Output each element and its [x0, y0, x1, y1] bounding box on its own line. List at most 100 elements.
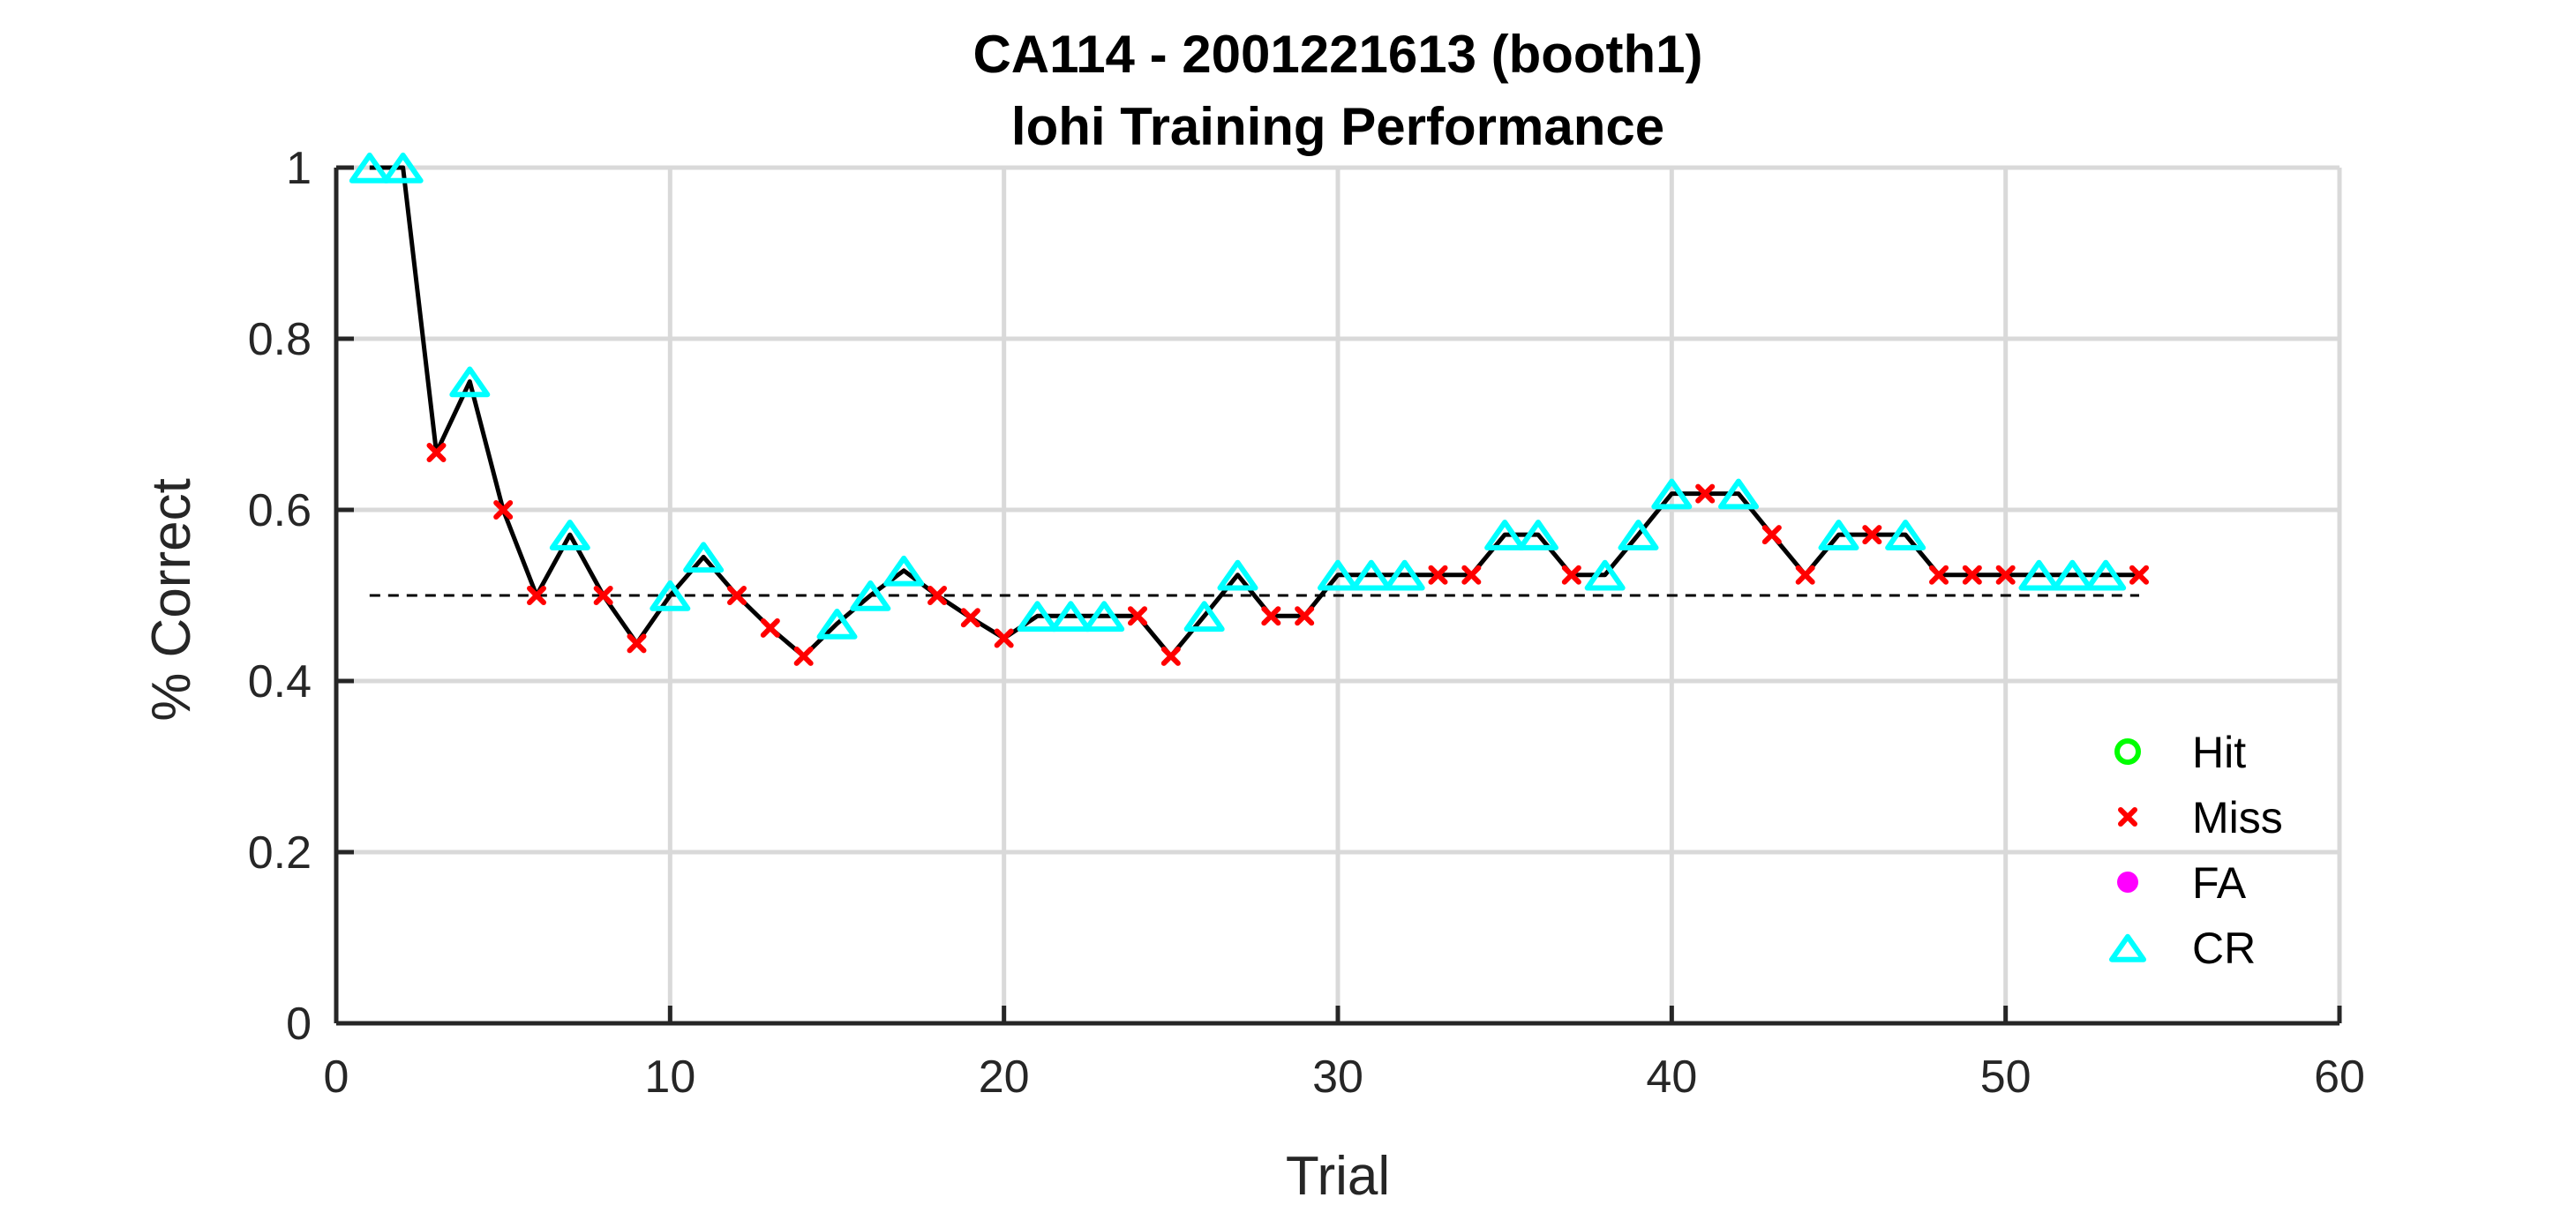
cr-marker — [883, 555, 925, 587]
cr-marker — [816, 609, 858, 640]
cr-marker — [1651, 478, 1693, 510]
miss-marker — [493, 500, 514, 520]
legend-hit-icon — [2114, 738, 2141, 765]
x-tick-label: 50 — [1980, 1052, 2032, 1103]
miss-stroke — [1929, 565, 1949, 585]
miss-marker — [1761, 525, 1782, 545]
miss-stroke — [760, 617, 780, 638]
cr-marker — [2052, 559, 2093, 591]
miss-marker — [1128, 606, 1147, 626]
y-axis-label: % Correct — [141, 478, 202, 722]
miss-marker — [1795, 565, 1815, 585]
miss-stroke — [493, 500, 514, 520]
miss-stroke — [1862, 525, 1882, 545]
cr-marker — [1050, 601, 1092, 632]
legend-cr-icon — [2109, 933, 2146, 962]
plot-axes — [334, 165, 2342, 1026]
miss-stroke — [627, 633, 647, 654]
cr-marker — [1384, 559, 1425, 591]
miss-stroke — [1295, 606, 1315, 626]
cr-marker — [1518, 520, 1558, 550]
cr-marker — [349, 153, 390, 183]
miss-marker — [426, 443, 447, 463]
miss-marker — [1995, 565, 2016, 585]
x-tick-label: 30 — [1312, 1052, 1363, 1103]
cr-marker — [1885, 520, 1926, 550]
miss-stroke — [1962, 565, 1982, 585]
x-tick-label: 10 — [644, 1052, 695, 1103]
miss-marker — [1428, 565, 1448, 585]
miss-marker — [727, 586, 747, 605]
y-tick-label: 0.8 — [248, 314, 312, 365]
legend-label: FA — [2192, 858, 2247, 908]
miss-stroke — [1795, 565, 1815, 585]
miss-stroke — [1261, 606, 1281, 626]
miss-marker — [1962, 565, 1982, 585]
cr-marker — [1618, 520, 1659, 550]
cr-marker — [2085, 559, 2127, 591]
legend: Hit Miss FA CR — [2109, 728, 2283, 973]
legend-label: Miss — [2192, 793, 2283, 842]
miss-stroke — [793, 646, 814, 666]
cr-marker — [850, 580, 891, 611]
tick-labels: 0 10 20 30 40 50 60 0 0.2 0.4 0.6 0.8 1 — [248, 143, 2365, 1103]
miss-marker — [1695, 483, 1716, 504]
miss-marker — [960, 608, 980, 628]
miss-stroke — [1995, 565, 2016, 585]
legend-label: CR — [2192, 924, 2256, 973]
x-tick-label: 20 — [979, 1052, 1030, 1103]
y-tick-label: 0.2 — [248, 827, 312, 879]
miss-stroke — [994, 628, 1014, 648]
miss-marker — [994, 628, 1014, 648]
miss-marker — [793, 646, 814, 666]
cr-marker — [2018, 559, 2060, 591]
miss-marker — [2129, 565, 2149, 585]
cr-marker — [1017, 601, 1058, 632]
miss-stroke — [1561, 565, 1581, 585]
cr-marker — [1350, 559, 1392, 591]
miss-stroke — [1428, 565, 1448, 585]
y-tick-label: 0.6 — [248, 485, 312, 536]
miss-stroke — [2129, 565, 2149, 585]
miss-stroke — [593, 586, 613, 605]
y-tick-label: 1 — [286, 143, 312, 194]
chart-subtitle: lohi Training Performance — [1011, 97, 1664, 156]
y-tick-label: 0.4 — [248, 656, 312, 707]
cr-marker — [382, 153, 424, 183]
miss-marker — [1461, 565, 1482, 585]
x-tick-label: 60 — [2314, 1052, 2365, 1103]
miss-stroke — [426, 443, 447, 463]
cr-marker — [650, 580, 691, 611]
cr-marker — [1183, 601, 1225, 632]
miss-marker — [1561, 565, 1581, 585]
y-tick-label: 0 — [286, 999, 312, 1050]
cr-marker — [1484, 520, 1526, 550]
miss-marker — [1261, 606, 1281, 626]
miss-stroke — [2118, 807, 2137, 827]
miss-stroke — [928, 586, 947, 605]
cr-marker — [449, 366, 491, 398]
cr-marker — [1818, 520, 1859, 550]
miss-marker — [1160, 646, 1181, 666]
data-markers — [349, 153, 2149, 666]
miss-marker — [627, 633, 647, 654]
cr-marker — [1584, 559, 1626, 591]
legend-label: Hit — [2192, 728, 2246, 777]
miss-marker — [527, 586, 546, 605]
cr-marker — [549, 520, 590, 550]
miss-marker — [1295, 606, 1315, 626]
miss-stroke — [960, 608, 980, 628]
legend-miss-icon — [2118, 807, 2137, 827]
legend-fa-icon — [2117, 872, 2138, 893]
cr-marker — [683, 542, 725, 573]
miss-stroke — [1695, 483, 1716, 504]
miss-stroke — [1160, 646, 1181, 666]
miss-marker — [760, 617, 780, 638]
miss-marker — [1929, 565, 1949, 585]
x-tick-label: 40 — [1646, 1052, 1697, 1103]
cr-marker — [1318, 559, 1358, 591]
miss-stroke — [527, 586, 546, 605]
cr-marker — [1217, 559, 1258, 591]
miss-marker — [593, 586, 613, 605]
